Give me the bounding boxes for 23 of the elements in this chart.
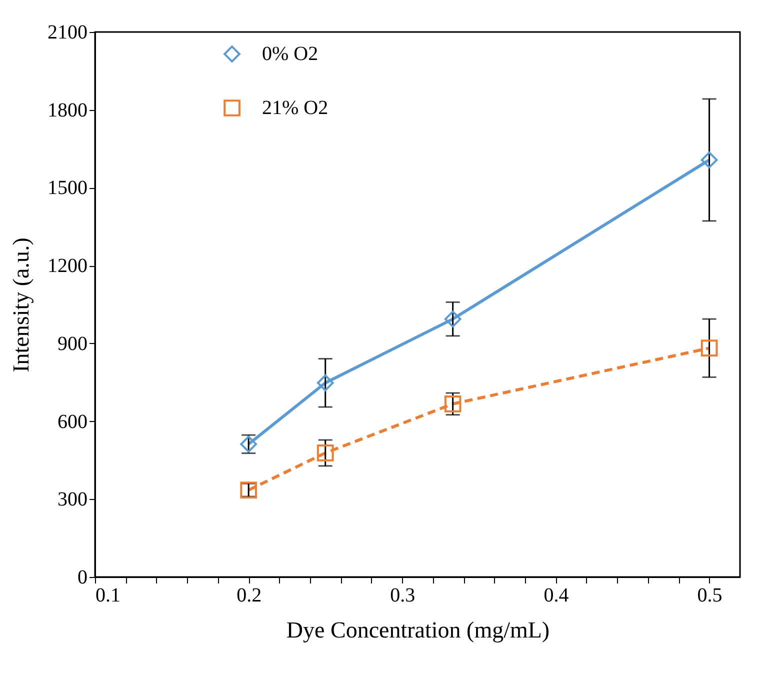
y-tick-label: 1800 xyxy=(48,99,88,122)
point xyxy=(700,340,718,357)
y-tick-label: 0 xyxy=(78,566,88,588)
y-tick-label: 600 xyxy=(58,410,88,433)
point xyxy=(316,444,334,462)
y-tick-label: 900 xyxy=(58,332,88,355)
legend-label: 0% O2 xyxy=(262,43,318,65)
x-tick-label: 0.4 xyxy=(544,584,569,606)
y-tick-label: 300 xyxy=(58,488,88,511)
point xyxy=(444,310,462,328)
y-axis-title: Intensity (a.u.) xyxy=(8,238,34,372)
y-tick-label: 1500 xyxy=(48,177,88,200)
x-tick-label: 0.2 xyxy=(236,584,262,606)
x-tick-label: 0.1 xyxy=(96,584,120,606)
x-tick-label: 0.3 xyxy=(390,584,416,606)
x-axis-title: Dye Concentration (mg/mL) xyxy=(286,618,550,642)
point xyxy=(316,374,334,392)
legend-label: 21% O2 xyxy=(262,97,328,119)
x-tick-label: 0.5 xyxy=(697,584,722,606)
point xyxy=(700,152,718,168)
point xyxy=(444,395,462,412)
y-tick-label: 1200 xyxy=(48,255,88,278)
y-tick-label: 2100 xyxy=(48,22,88,44)
